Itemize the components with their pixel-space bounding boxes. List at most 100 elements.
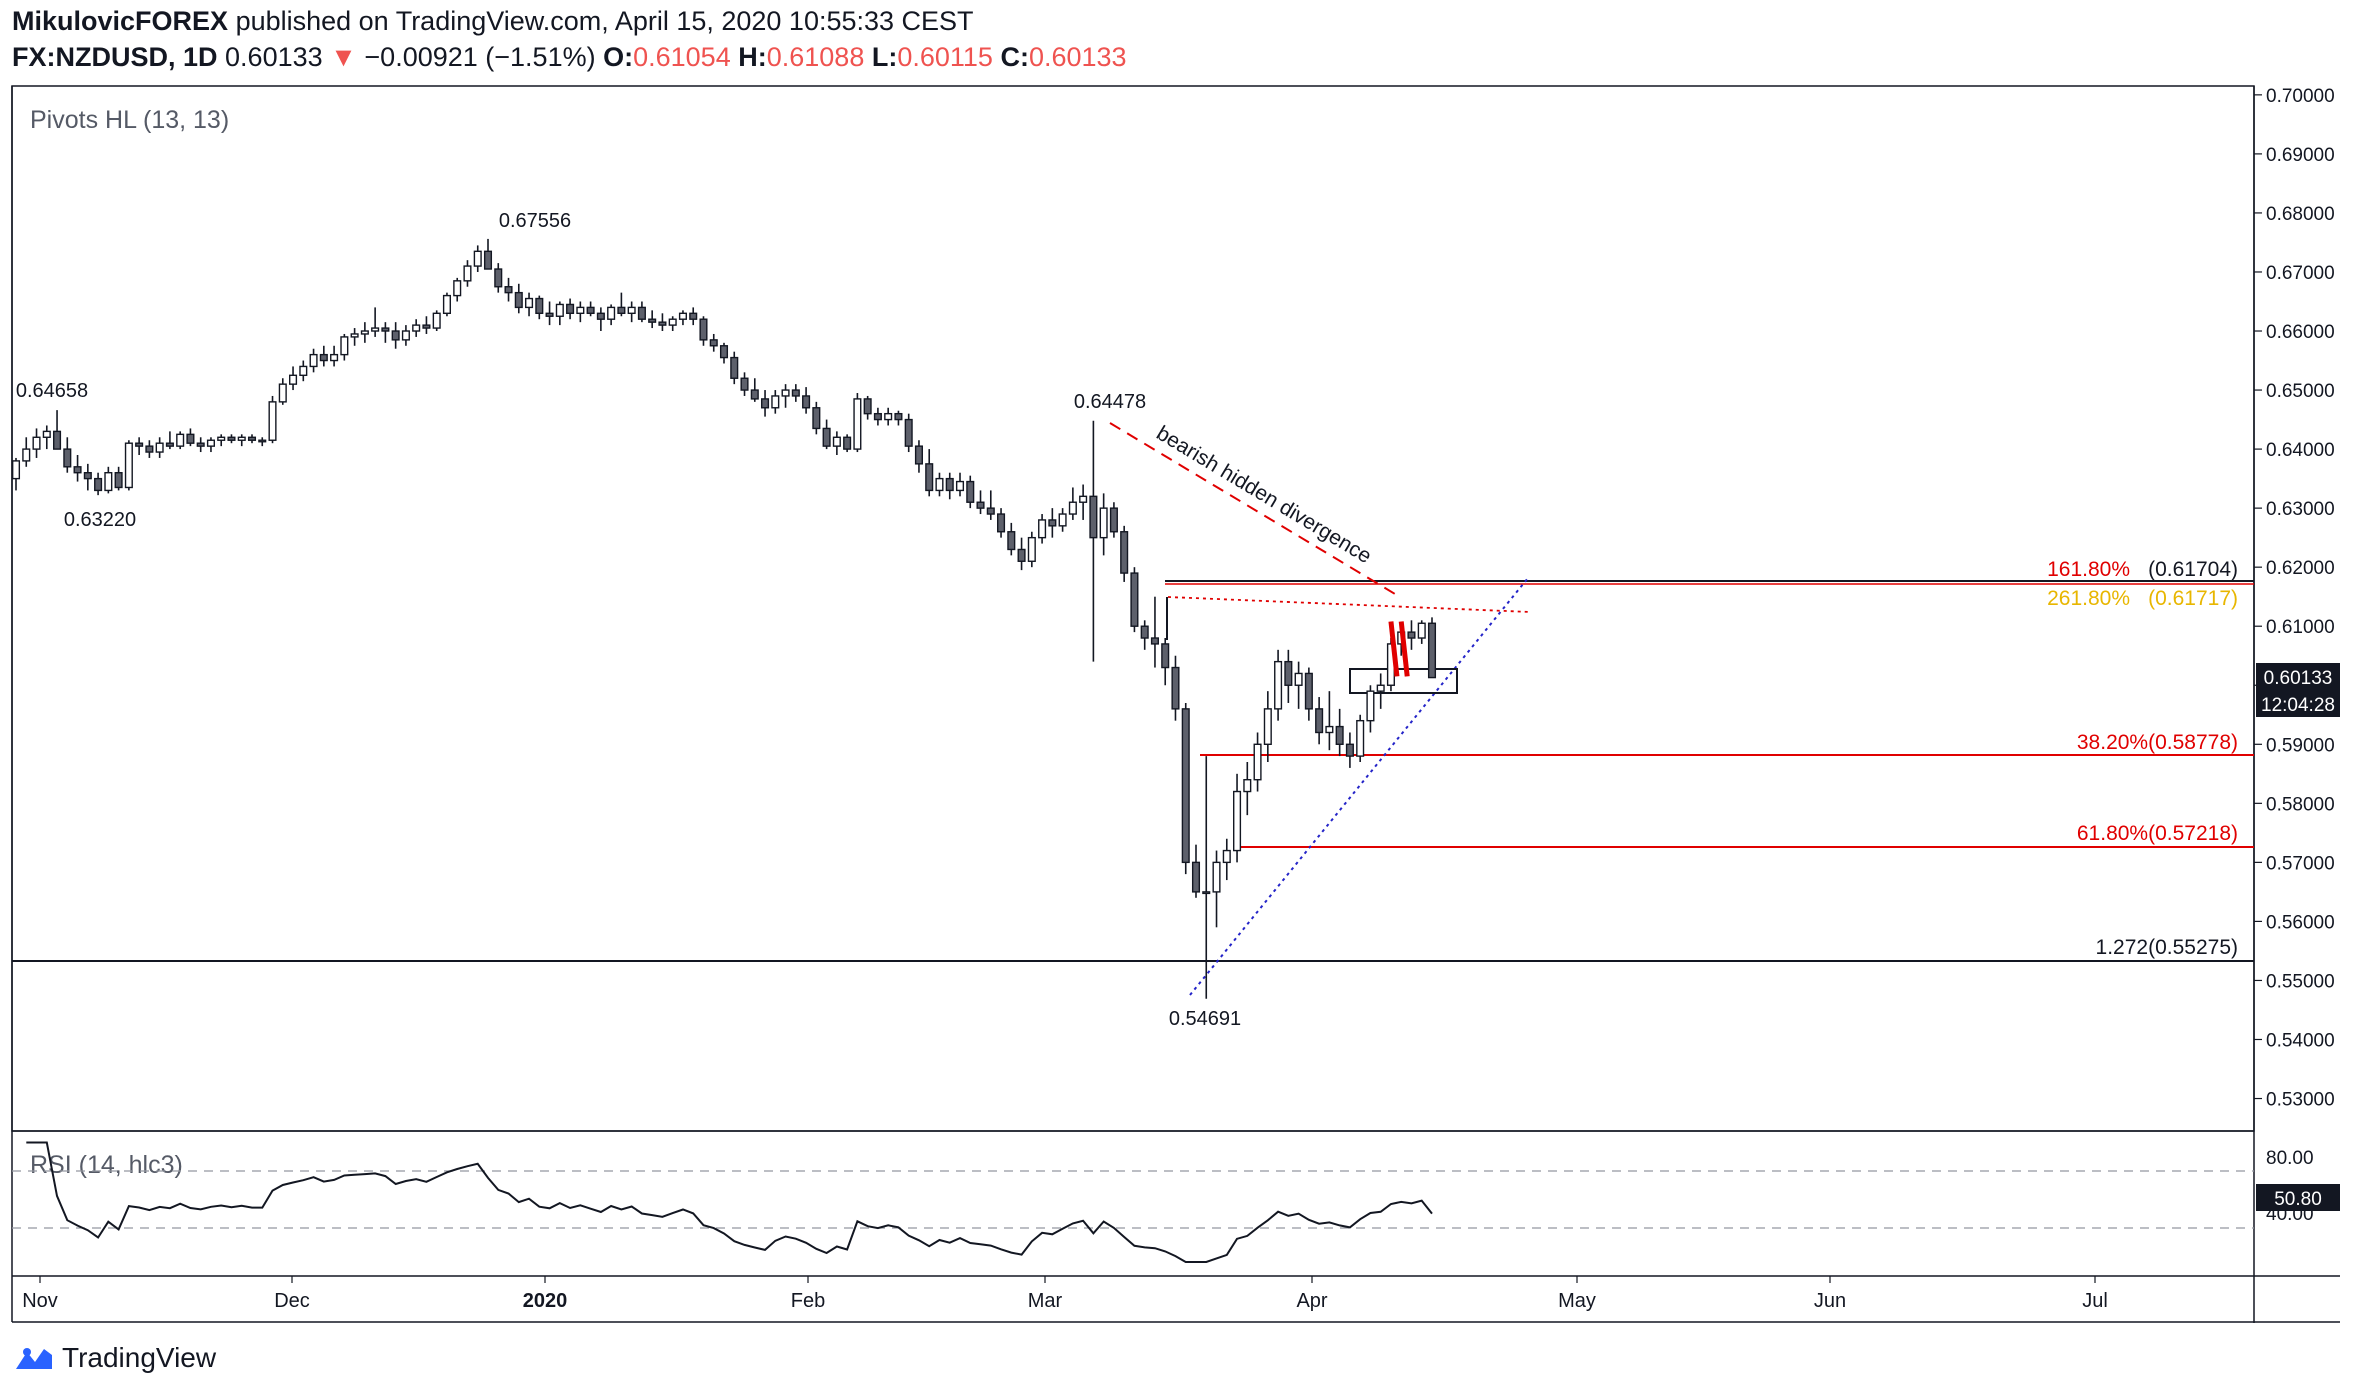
candle-body [268,401,277,441]
low-value: 0.60115 [897,42,993,72]
author-name[interactable]: MikulovicFOREX [12,6,229,36]
candle-body [617,306,626,315]
candle-body [740,377,749,391]
candle-body [1027,536,1036,562]
candle-body [576,306,585,315]
price-tick-label: 0.66000 [2266,322,2335,343]
candle-body [566,303,575,315]
candle-body [884,412,893,421]
close-value: 0.60133 [1028,42,1127,72]
candle-body [473,250,482,267]
time-tick-label: Jul [2082,1290,2108,1312]
candle-body [1284,660,1293,686]
price-tick-label: 0.58000 [2266,794,2335,815]
candle-body [1089,495,1098,539]
candle-body [1038,519,1047,539]
time-tick-label: Apr [1296,1290,1327,1312]
divergence-label: bearish hidden divergence [1152,422,1375,569]
highlight-rally-stroke [1388,621,1400,677]
candle-body [678,312,687,320]
candle-body [873,412,882,421]
publisher-line: MikulovicFOREX published on TradingView.… [12,6,974,37]
candle-body [791,389,800,397]
time-tick-label: Jun [1814,1290,1846,1312]
candle-body [658,321,667,326]
candle-body [124,442,133,489]
pivot-low-54691: 0.54691 [1169,1008,1241,1030]
candle-body [730,356,739,379]
price-tick-label: 0.53000 [2266,1090,2335,1111]
time-tick-label: Dec [274,1290,310,1312]
candle-body [22,448,31,462]
fib-161-pct: 161.80% [2047,558,2130,581]
time-axis[interactable]: Nov Dec 2020 Feb Mar Apr May Jun Jul [22,1276,2108,1312]
candle-body [535,297,544,315]
price-tick-label: 0.61000 [2266,617,2335,638]
candle-body [1356,719,1365,757]
time-tick-label: May [1558,1290,1596,1312]
candle-body [83,472,92,480]
candle-body [1058,513,1067,527]
candle-body [1274,660,1283,710]
candle-body [1120,531,1129,574]
pivot-high-64658: 0.64658 [16,380,88,402]
candle-body [227,436,236,441]
candle-body [627,306,636,315]
rsi-80-tick: 80.00 [2266,1148,2314,1169]
candle-body [986,507,995,515]
candle-body [1140,625,1149,639]
candle-body [309,353,318,368]
candle-body [761,398,770,409]
pivot-low-63220: 0.63220 [64,509,136,531]
candle-body [494,268,503,288]
symbol-label[interactable]: FX:NZDUSD, 1D [12,42,218,72]
candle-body [945,477,954,492]
high-label: H: [738,42,767,72]
candle-body [1315,708,1324,734]
candle-body [299,365,308,376]
candle-body [863,398,872,415]
candle-body [955,480,965,492]
candle-body [709,339,718,347]
price-tick-label: 0.64000 [2266,440,2335,461]
price-tick-label: 0.68000 [2266,204,2335,225]
pivots-indicator-label[interactable]: Pivots HL (13, 13) [30,106,229,134]
published-text: published on TradingView.com, April 15, … [235,6,974,36]
candle-body [1202,891,1211,895]
candle-body [196,442,205,447]
candle-body [165,442,174,447]
candle-body [432,312,441,329]
candle-body [360,330,369,335]
fib-382-label: 38.20%(0.58778) [2077,731,2238,754]
rsi-indicator-label[interactable]: RSI (14, hlc3) [30,1151,183,1179]
candle-body [822,427,831,447]
candle-body [104,472,113,492]
candle-body [237,436,246,441]
ohlc-line: FX:NZDUSD, 1D 0.60133 ▼ −0.00921 (−1.51%… [12,42,1127,73]
trend-support-line [1189,577,1529,996]
candle-body [1243,779,1252,793]
candle-body [350,333,359,338]
price-tick-label: 0.67000 [2266,263,2335,284]
candle-body [1079,495,1088,503]
candle-body [247,436,257,441]
candle-body [966,480,975,503]
candle-body [843,436,852,450]
triangle-down-icon: ▼ [330,42,357,72]
candle-body [1171,666,1180,710]
price-axis[interactable]: 0.70000 0.69000 0.68000 0.67000 0.66000 0.650… [2254,86,2335,1111]
candle-body [114,472,123,489]
price-tick-label: 0.59000 [2266,735,2335,756]
candle-body [186,433,195,444]
candle-body [750,389,759,400]
candle-body [483,250,493,270]
footer-brand[interactable]: TradingView [14,1342,216,1374]
candle-body [1345,743,1354,757]
candle-body [586,306,595,315]
candle-body [1366,690,1375,722]
candle-body [412,324,421,332]
candle-body [1407,631,1416,639]
candle-body [935,477,944,492]
open-value: 0.61054 [633,42,731,72]
